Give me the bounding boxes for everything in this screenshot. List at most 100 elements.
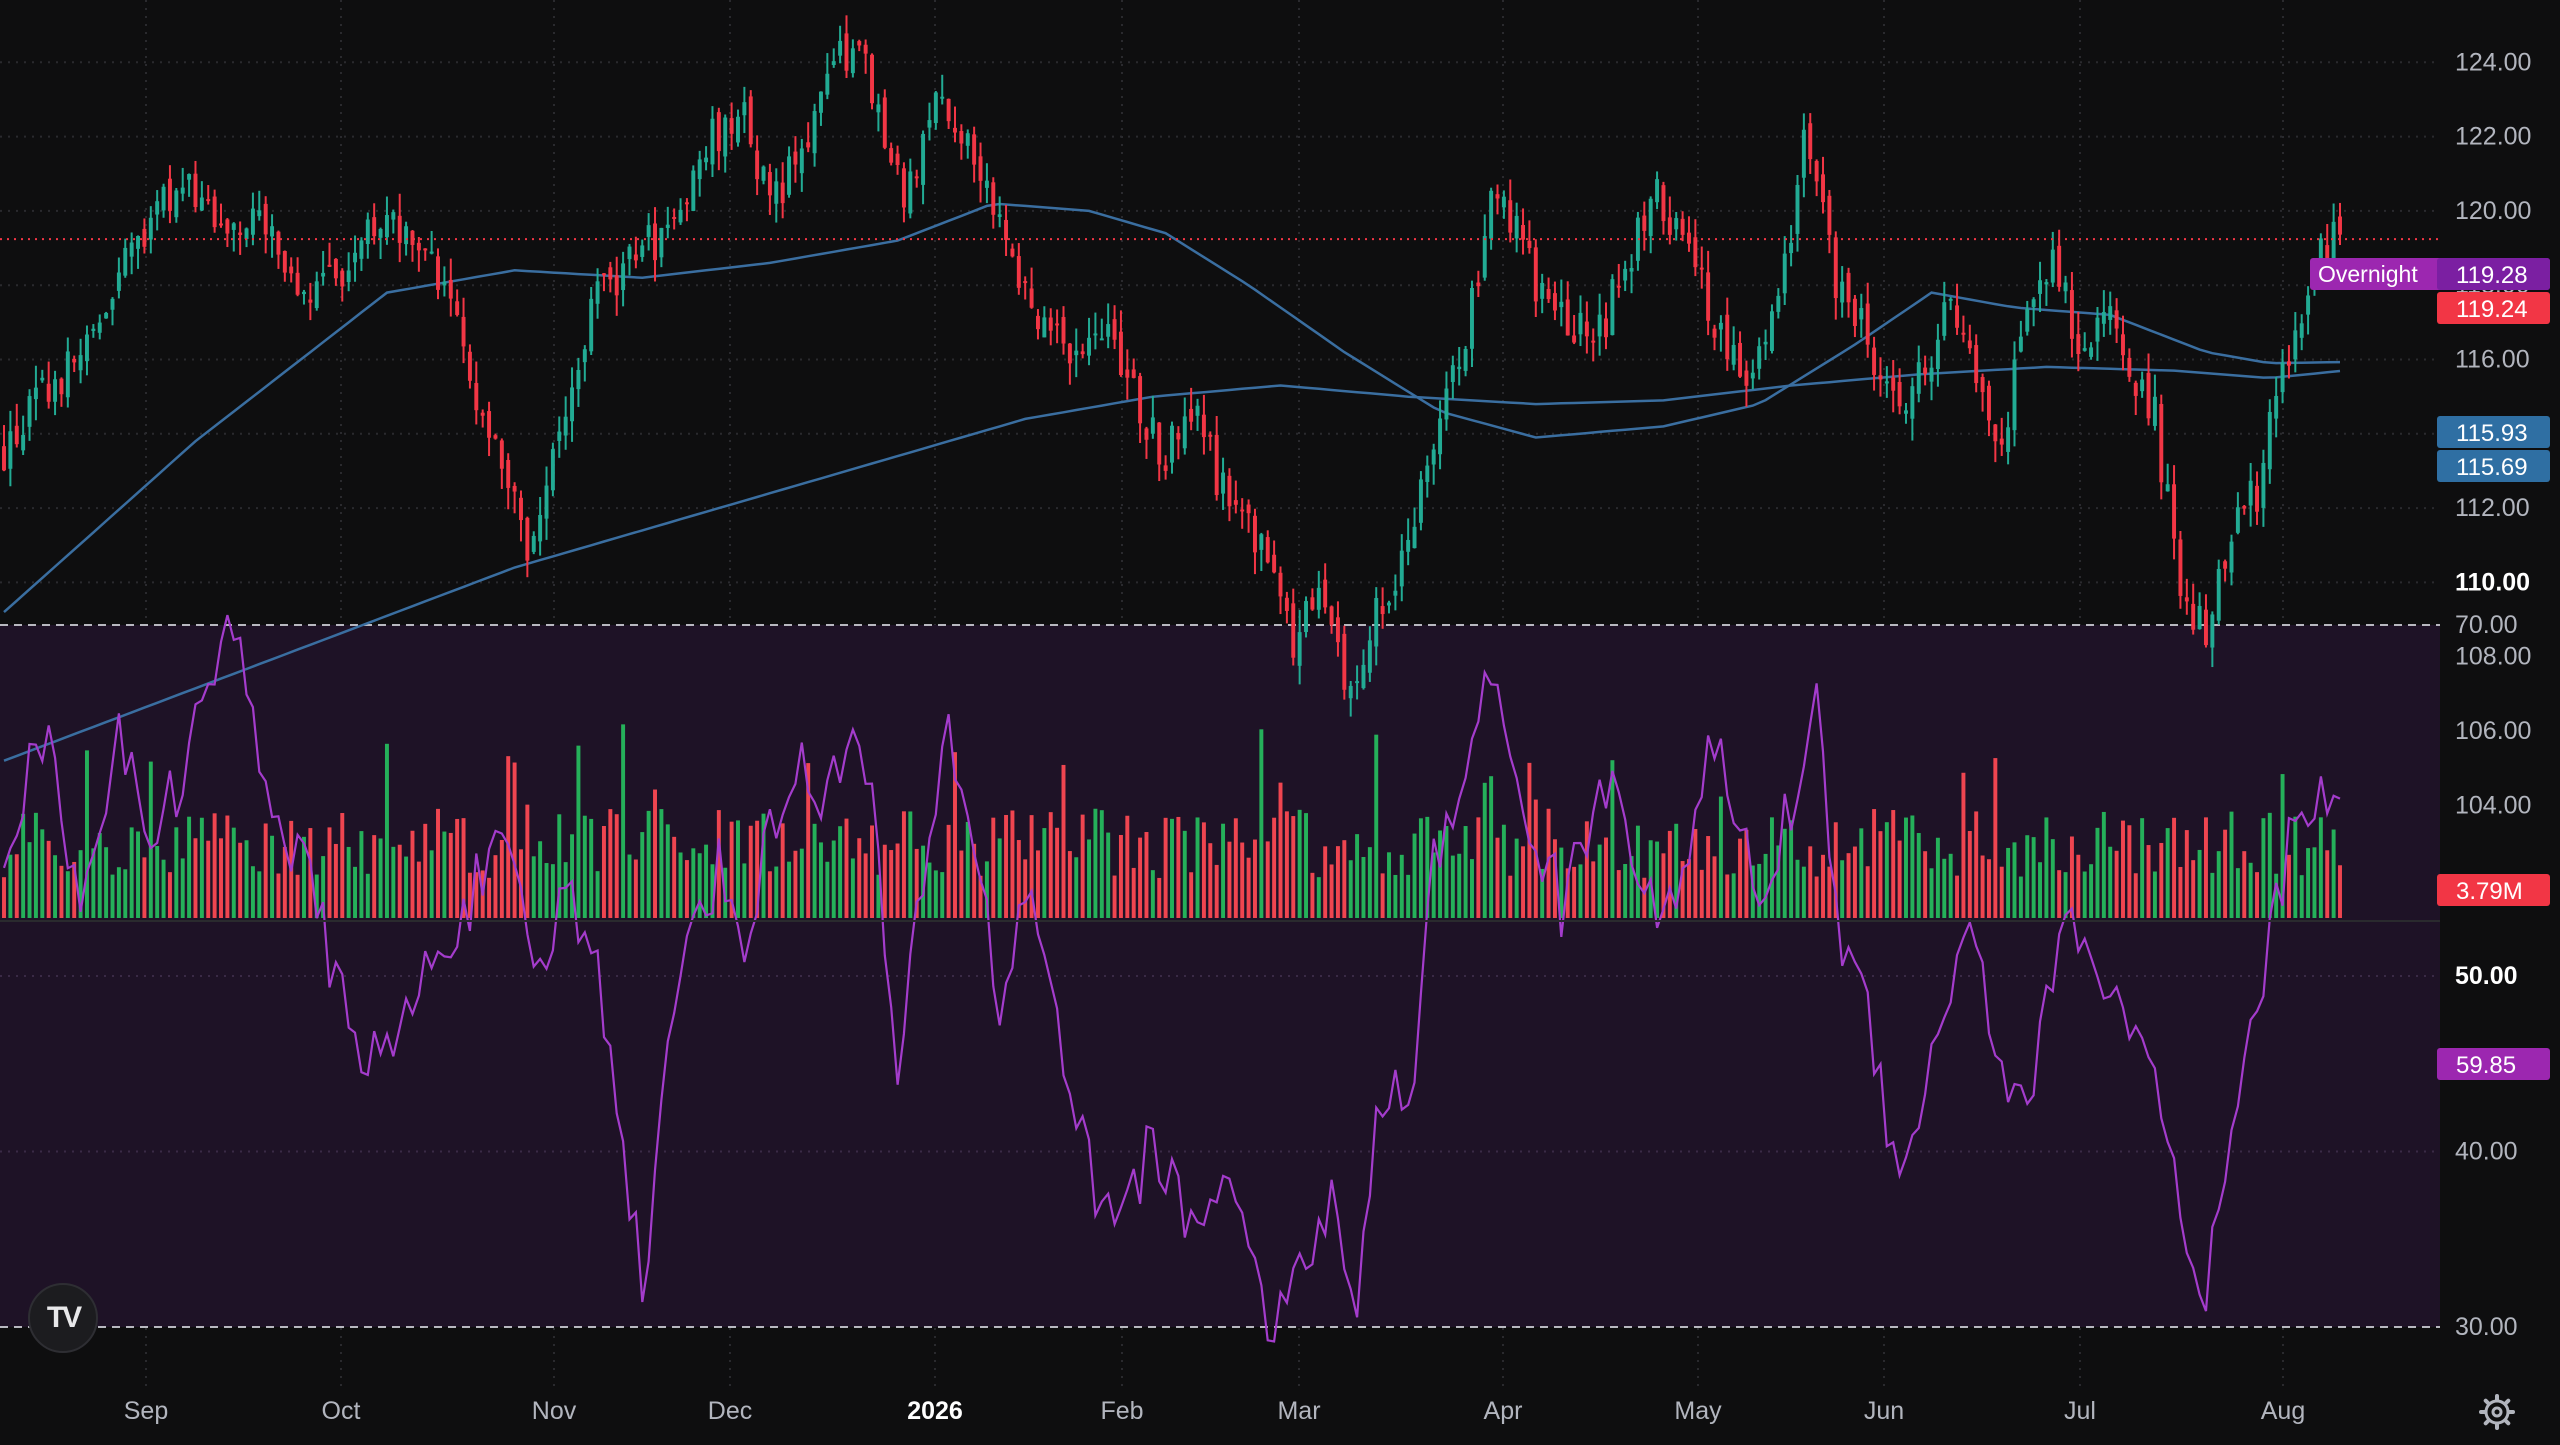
rsi-tick-label: 50.00	[2455, 962, 2518, 990]
volume-bar	[1029, 815, 1034, 918]
candle-body	[2165, 484, 2170, 492]
candle-body	[1131, 369, 1136, 378]
candle-body	[2318, 238, 2323, 271]
volume-bar	[1840, 860, 1845, 918]
rsi-axis[interactable]: 70.00 50.00 40.00 30.00	[2455, 611, 2518, 1341]
volume-bar	[933, 870, 938, 918]
volume-bar	[14, 854, 19, 918]
volume-bar	[978, 875, 983, 918]
candle-body	[633, 254, 638, 261]
volume-bar	[110, 874, 115, 918]
candle-body	[1565, 299, 1570, 336]
volume-bar	[1846, 853, 1851, 918]
candle-body	[1891, 377, 1896, 391]
volume-bar	[423, 823, 428, 918]
volume-bar	[2235, 868, 2240, 918]
candle-body	[799, 148, 804, 174]
volume-bar	[1699, 869, 1704, 918]
volume-bar	[1342, 840, 1347, 918]
volume-bar	[1821, 854, 1825, 918]
candle-body	[1112, 319, 1117, 340]
volume-bar	[378, 838, 383, 918]
volume-bar	[512, 762, 517, 918]
volume-bar	[1016, 840, 1021, 918]
time-axis[interactable]: Sep Oct Nov Dec 2026 Feb Mar Apr May Jun Jul Aug	[124, 1397, 2305, 1425]
ma-short-value: 115.93	[2456, 420, 2528, 447]
price-tick-label: 108.00	[2455, 643, 2531, 671]
candle-body	[1642, 215, 1647, 231]
candle-body	[346, 270, 351, 282]
volume-bar	[863, 853, 868, 918]
candle-body	[838, 40, 843, 56]
candle-body	[1374, 597, 1379, 647]
price-tick-label: 112.00	[2455, 494, 2530, 522]
candle-body	[1138, 376, 1143, 424]
time-tick-label: Jul	[2064, 1397, 2096, 1425]
candle-body	[997, 214, 1002, 218]
candle-body	[1967, 340, 1972, 349]
candle-body	[1323, 579, 1328, 608]
volume-bar	[1661, 853, 1666, 918]
candle-body	[1418, 479, 1423, 523]
candle-body	[1884, 381, 1889, 384]
tradingview-logo-icon[interactable]: TV	[28, 1283, 98, 1353]
candle-body	[1763, 341, 1768, 345]
candle-body	[1061, 317, 1066, 344]
candle-body	[84, 334, 89, 362]
volume-bar	[148, 761, 153, 918]
volume-bar	[2165, 828, 2170, 918]
candle-body	[640, 245, 645, 257]
candle-body	[927, 120, 932, 128]
candle-body	[2178, 539, 2183, 596]
candle-body	[467, 351, 472, 381]
candle-body	[2, 446, 6, 471]
candle-body	[1004, 219, 1009, 240]
candle-body	[1712, 328, 1717, 338]
volume-bar	[850, 858, 855, 918]
volume-bar	[1138, 837, 1143, 918]
candle-body	[1265, 537, 1270, 563]
volume-bar	[2101, 811, 2106, 918]
candle-body	[1016, 256, 1021, 288]
last-price-value: 119.24	[2456, 296, 2528, 323]
candle-body	[1693, 237, 1698, 268]
volume-bar	[570, 834, 575, 918]
gear-icon[interactable]	[2477, 1392, 2517, 1432]
candle-body	[314, 281, 319, 309]
candle-body	[1099, 338, 1104, 341]
candle-body	[876, 104, 881, 113]
volume-bar	[321, 856, 326, 918]
volume-bar	[1176, 816, 1181, 918]
time-tick-label: Mar	[1277, 1397, 1320, 1425]
volume-bar	[1757, 863, 1762, 918]
candle-body	[33, 387, 38, 400]
volume-bar	[953, 752, 957, 918]
volume-bar	[308, 828, 313, 918]
candle-body	[340, 270, 345, 287]
candle-body	[1738, 342, 1743, 377]
volume-bar	[212, 813, 217, 918]
volume-bar	[1374, 734, 1379, 918]
volume-bar	[1463, 826, 1468, 918]
volume-bar	[601, 825, 606, 918]
volume-bar	[1412, 833, 1417, 918]
volume-bar	[219, 838, 223, 918]
candlesticks[interactable]	[2, 15, 2342, 717]
candle-body	[2057, 245, 2062, 287]
volume-bar	[1425, 816, 1430, 918]
volume-bar	[333, 843, 338, 918]
candle-body	[1067, 343, 1072, 364]
volume-bar	[1323, 846, 1328, 918]
candle-body	[704, 157, 709, 163]
volume-bar	[53, 855, 58, 918]
volume-bar	[2325, 850, 2330, 918]
volume-bar	[1297, 809, 1302, 918]
volume-bar	[2261, 818, 2266, 918]
volume-bar	[665, 824, 670, 918]
candle-body	[1897, 382, 1902, 407]
moving-averages	[3, 202, 2341, 762]
volume-bar	[1201, 822, 1206, 918]
candle-body	[1233, 500, 1238, 505]
